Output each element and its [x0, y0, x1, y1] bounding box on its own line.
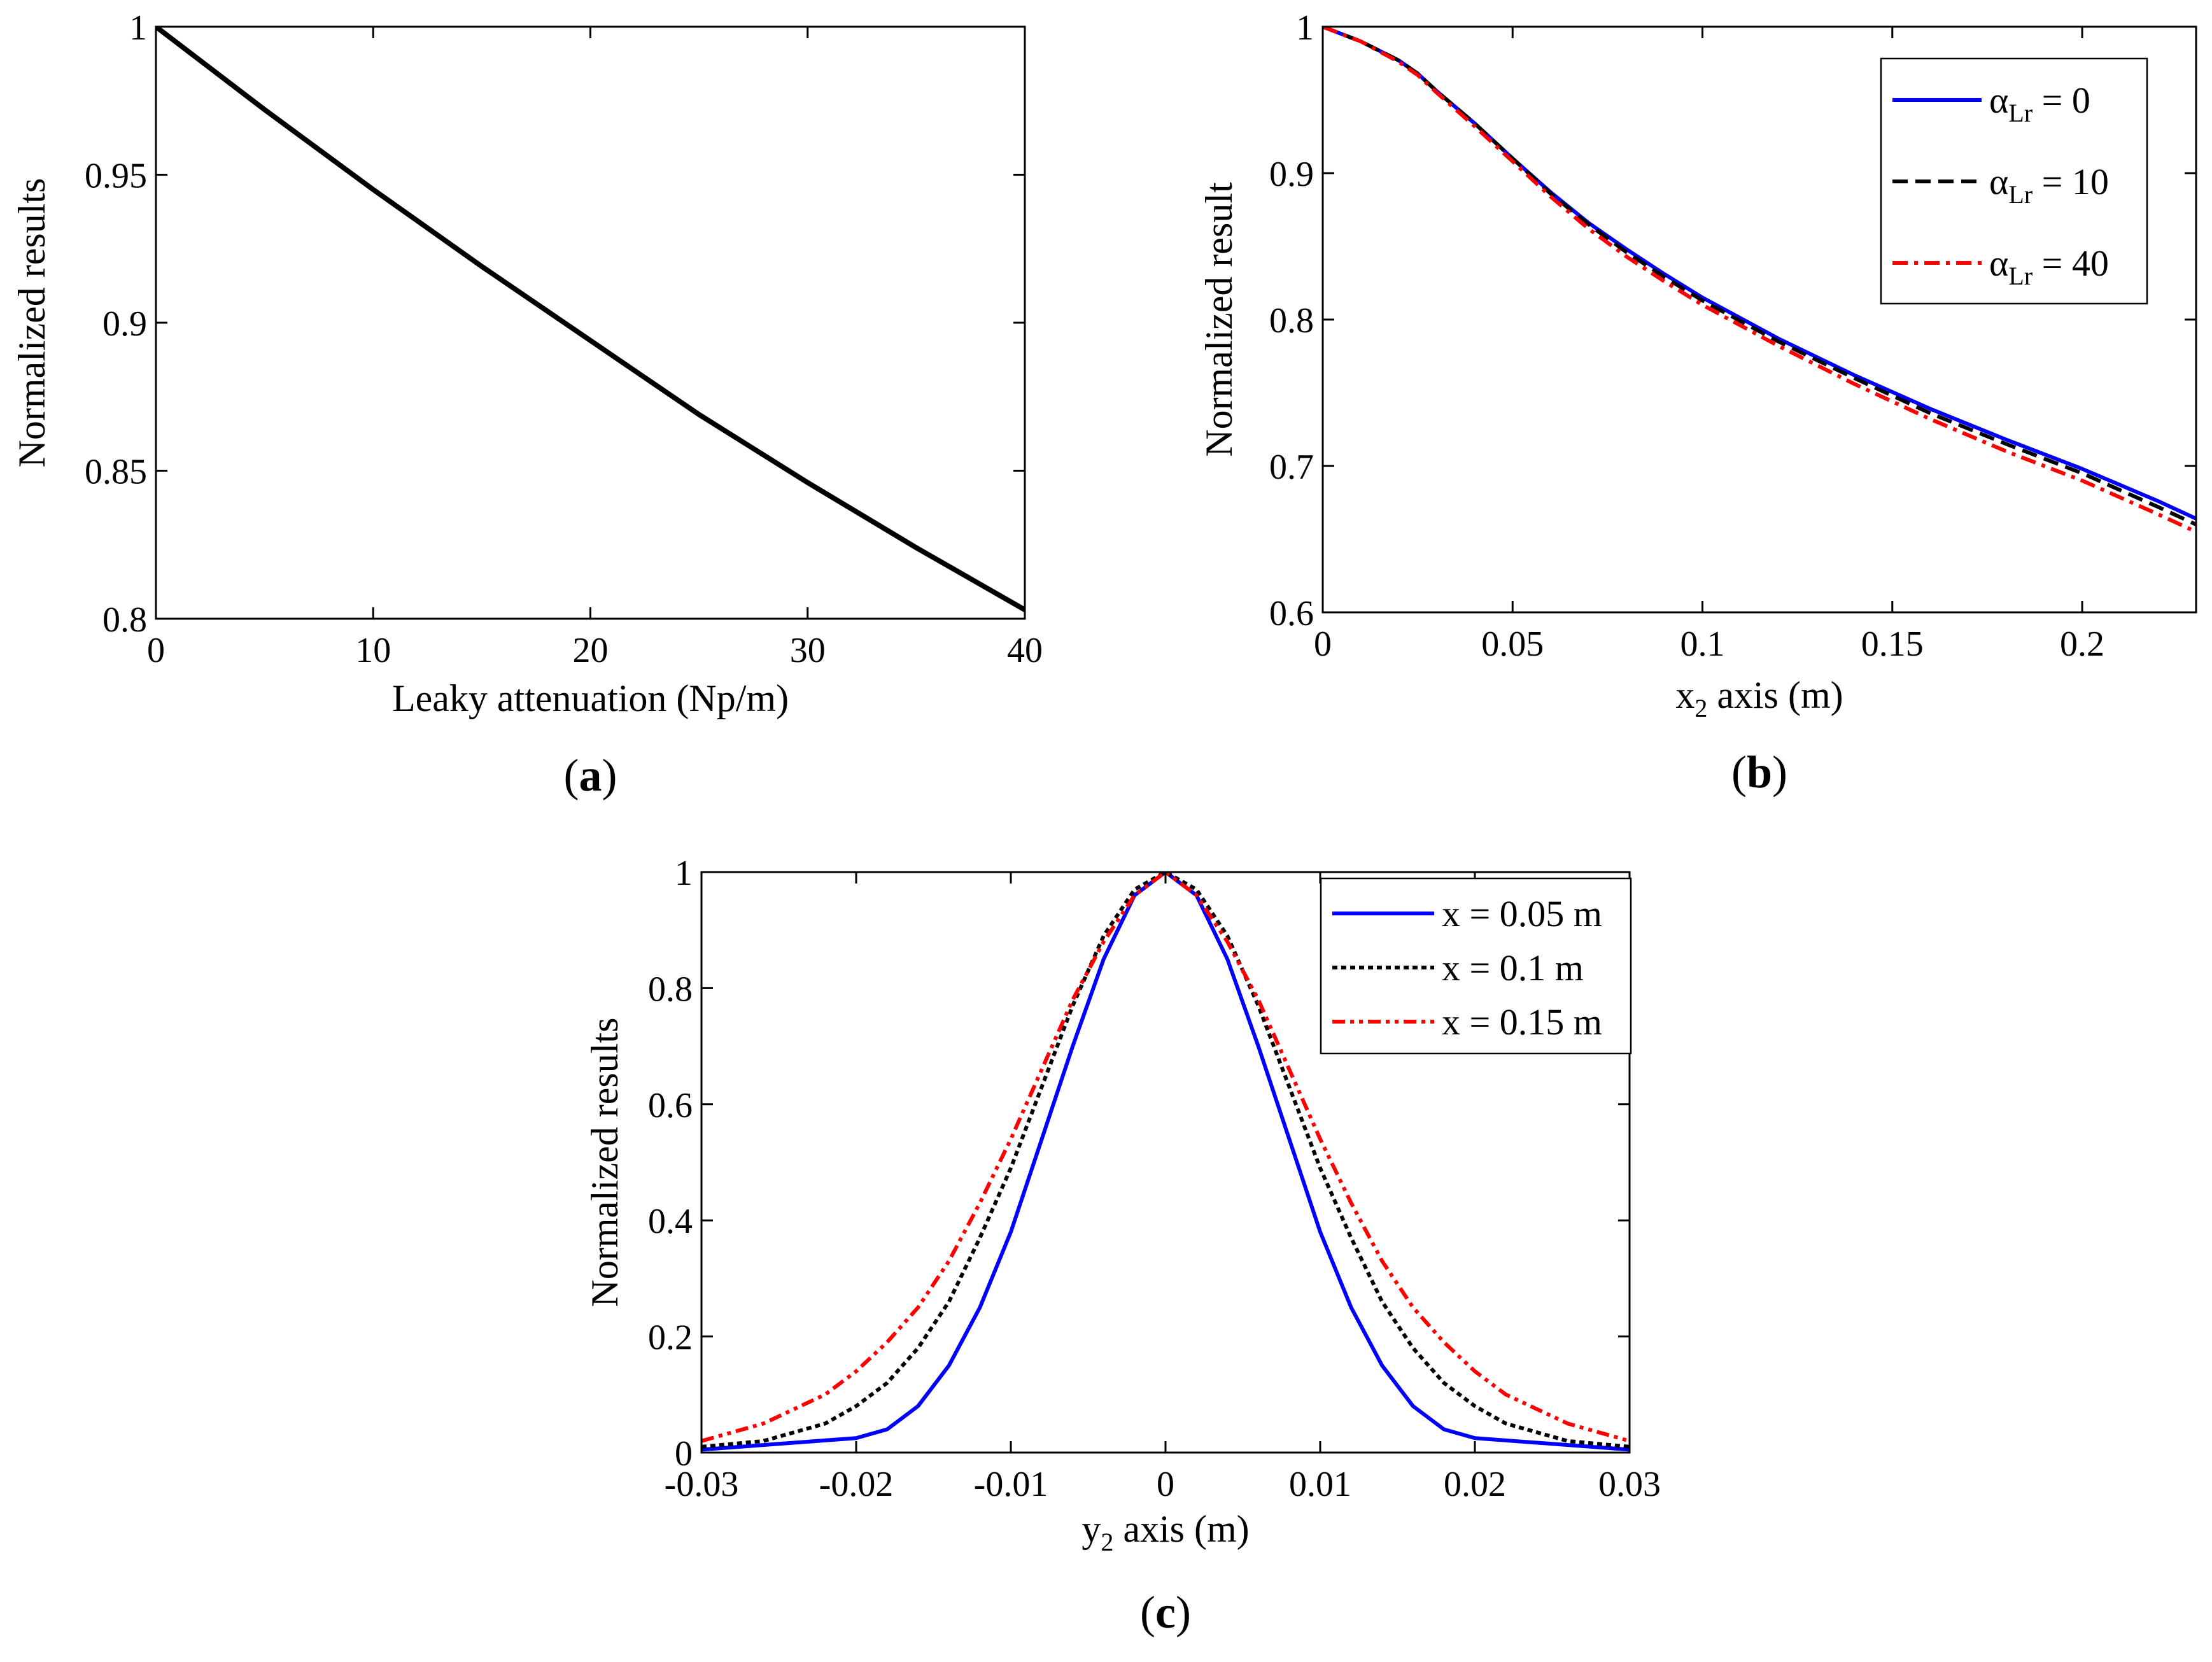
y-tick-label: 0.85 [85, 453, 147, 492]
x-tick-label: 30 [790, 631, 826, 670]
y-tick-label: 0.8 [102, 600, 147, 640]
y-tick-label: 0.4 [648, 1202, 693, 1241]
panel-caption: (b) [1731, 747, 1787, 798]
y-tick-label: 0.95 [85, 157, 147, 196]
panel-b-chart: 0 0.05 0.1 0.15 0.2 0.6 0.7 0.8 0.9 1 x2 axis (m) N… [1198, 8, 2197, 798]
y-tick-label: 0.9 [102, 304, 147, 344]
x-tick-label: 0 [1314, 624, 1332, 664]
panel-c-chart: -0.03 -0.02 -0.01 0 0.01 0.02 0.03 0 0.2 0.4 0.6 0.… [584, 854, 1661, 1638]
legend-label-2: x = 0.1 m [1442, 947, 1584, 989]
x-tick-label: 10 [355, 631, 391, 670]
x-tick-label: 0.01 [1289, 1465, 1351, 1504]
x-tick-label: 0 [147, 631, 165, 670]
y-tick-label: 0 [675, 1434, 693, 1474]
x-tick-label: 20 [573, 631, 609, 670]
series-line-2 [701, 872, 1630, 1449]
legend: x = 0.05 m x = 0.1 m x = 0.15 m [1320, 877, 1632, 1055]
y-tick-label: 1 [1296, 8, 1314, 48]
y-tick-label: 1 [675, 854, 693, 893]
x-tick-label: 40 [1007, 631, 1043, 670]
x-tick-label: -0.02 [819, 1465, 894, 1504]
panel-caption: (c) [1140, 1587, 1191, 1638]
x-axis-label: Leaky attenuation (Np/m) [392, 677, 789, 719]
x-tick-label: 0.1 [1680, 624, 1725, 664]
x-tick-label: -0.01 [974, 1465, 1048, 1504]
y-axis-label: Normalized result [1198, 182, 1240, 457]
legend-label-3: x = 0.15 m [1442, 1001, 1602, 1043]
x-tick-label: -0.03 [665, 1465, 739, 1504]
x-axis-label: y2 axis (m) [1081, 1508, 1249, 1556]
x-tick-label: 0.02 [1444, 1465, 1506, 1504]
y-tick-label: 0.8 [648, 969, 693, 1009]
y-tick-label: 0.7 [1269, 447, 1314, 487]
y-tick-label: 0.6 [648, 1086, 693, 1125]
y-tick-label: 0.6 [1269, 594, 1314, 633]
x-tick-label: 0 [1157, 1465, 1174, 1504]
legend-label-2: αLr = 10 [1989, 161, 2109, 209]
plot-frame [155, 25, 1026, 620]
panel-a-chart: 0 10 20 30 40 0.8 0.85 0.9 0.95 1 Leaky attenuatio… [11, 8, 1043, 801]
x-tick-label: 0.05 [1481, 624, 1544, 664]
y-tick-label: 0.2 [648, 1318, 693, 1358]
legend: αLr = 0 αLr = 10 αLr = 40 [1880, 57, 2148, 305]
x-tick-label: 0.2 [2060, 624, 2104, 664]
y-axis-label: Normalized results [584, 1018, 626, 1307]
x-axis-label: x2 axis (m) [1675, 674, 1843, 722]
series-line-1 [156, 27, 1025, 612]
y-tick-label: 0.9 [1269, 155, 1314, 194]
x-tick-label: 0.15 [1861, 624, 1924, 664]
y-axis-label: Normalized results [11, 178, 53, 468]
series-line-3 [1323, 27, 2196, 534]
x-tick-label: 0.03 [1598, 1465, 1661, 1504]
legend-label-3: αLr = 40 [1989, 243, 2109, 290]
series-line-3 [701, 872, 1630, 1443]
legend-label-1: x = 0.05 m [1442, 893, 1602, 934]
legend-label-1: αLr = 0 [1989, 80, 2090, 127]
y-tick-label: 1 [129, 8, 147, 48]
y-tick-label: 0.8 [1269, 301, 1314, 341]
series-line-1 [701, 872, 1630, 1452]
panel-caption: (a) [564, 750, 617, 801]
